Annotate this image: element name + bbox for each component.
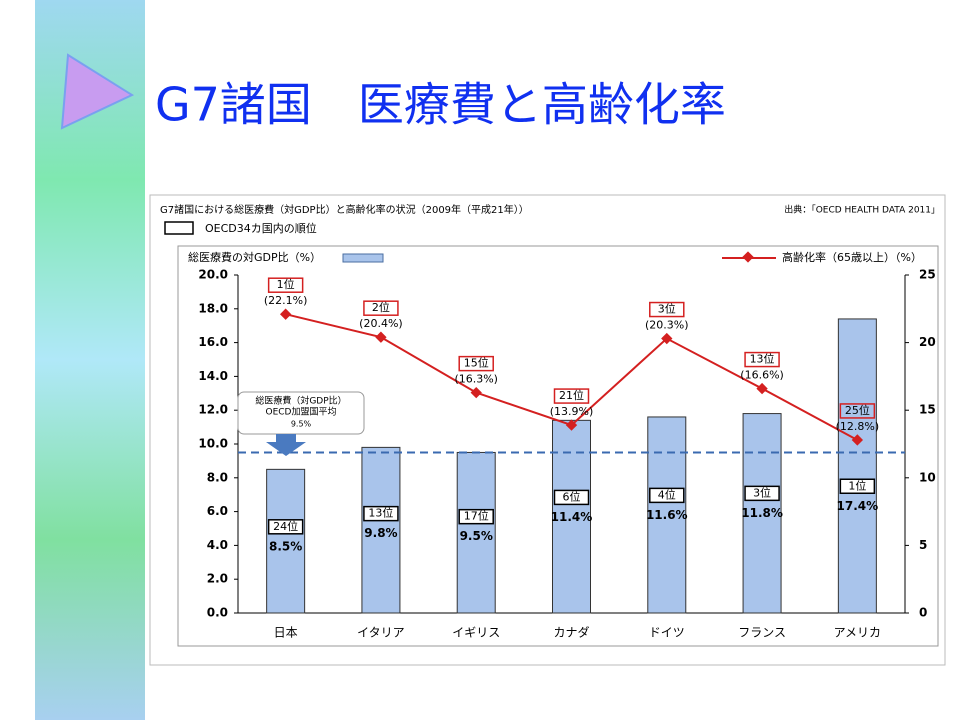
bar-rank: 3位: [753, 485, 771, 499]
bar-rank: 1位: [848, 478, 866, 492]
line-value-label: (16.3%): [454, 373, 498, 386]
bar-value-label: 8.5%: [269, 539, 302, 553]
bar-rank: 13位: [368, 506, 393, 520]
bar-rank: 17位: [464, 509, 489, 523]
line-marker: [565, 419, 578, 431]
rank-box: [744, 485, 780, 502]
line-marker: [279, 308, 292, 320]
legend-marker: [742, 251, 754, 263]
legend-label: 高齢化率（65歳以上）（%）: [782, 250, 922, 264]
bar-value-label: 11.8%: [741, 506, 783, 520]
bar: [837, 318, 877, 614]
rank-box: [553, 489, 590, 506]
line-value-label: (12.8%): [836, 420, 880, 433]
y-tick-label: 2.0: [207, 572, 228, 586]
x-tick-label: イギリス: [452, 626, 500, 640]
y-tick-label: 4.0: [207, 538, 228, 552]
rank-box: [839, 478, 876, 494]
x-tick-label: イタリア: [357, 626, 405, 640]
bar-rank: 4位: [658, 487, 676, 501]
y-tick-label: 20.0: [198, 268, 228, 282]
rank-legend-box: [164, 221, 194, 235]
line-marker: [661, 332, 673, 345]
line-marker: [756, 382, 768, 395]
rank-box: [649, 487, 685, 504]
line-marker: [851, 434, 864, 446]
rank-box: [363, 300, 399, 316]
rank-box: [267, 277, 304, 293]
x-tick-label: カナダ: [553, 625, 589, 640]
rank-legend: OECD34カ国内の順位: [205, 221, 317, 235]
line-rank: 2位: [372, 300, 390, 314]
line-marker: [375, 331, 387, 343]
y-tick-label: 0.0: [207, 606, 228, 620]
y-tick-label: 16.0: [198, 335, 228, 349]
bar-value-label: 9.8%: [364, 526, 397, 540]
rank-box: [458, 508, 494, 525]
y-tick-label: 8.0: [207, 470, 228, 484]
rank-box: [744, 351, 780, 368]
callout-box: [237, 391, 365, 435]
source: 出典：「OECD HEALTH DATA 2011」: [784, 204, 940, 216]
callout-text: OECD加盟国平均: [266, 406, 337, 418]
x-tick-label: 日本: [274, 626, 298, 640]
y2-tick-label: 5: [919, 538, 927, 552]
decor-strip: [35, 0, 145, 720]
bar: [361, 446, 401, 614]
bar: [647, 416, 687, 614]
y-tick-label: 6.0: [207, 504, 228, 518]
bar: [552, 419, 591, 614]
line-rank: 15位: [464, 356, 489, 370]
rank-box: [267, 519, 304, 535]
bar-value-label: 17.4%: [837, 499, 879, 513]
y-tick-label: 14.0: [198, 369, 228, 383]
y2-tick-label: 15: [919, 403, 936, 417]
callout-value: 9.5%: [291, 420, 312, 429]
callout-arrow: [266, 434, 306, 456]
line-rank: 13位: [750, 352, 775, 366]
bar-rank: 6位: [563, 489, 581, 503]
bar: [742, 413, 782, 614]
y2-tick-label: 20: [919, 335, 936, 349]
rank-box: [839, 403, 876, 419]
x-tick-label: アメリカ: [834, 626, 881, 640]
line-rank: 25位: [845, 403, 870, 417]
chart-title: G7諸国における総医療費（対GDP比）と高齢化率の状況（2009年（平成21年）…: [160, 203, 529, 216]
y-tick-label: 12.0: [198, 403, 228, 417]
line-value-label: (16.6%): [740, 369, 784, 382]
x-tick-label: ドイツ: [649, 626, 685, 640]
line-value-label: (13.9%): [550, 405, 594, 418]
bar-value-label: 11.6%: [646, 508, 688, 522]
y-tick-label: 10.0: [198, 437, 228, 451]
rank-box: [363, 505, 399, 522]
bar-rank: 24位: [273, 519, 298, 533]
bar-value-label: 11.4%: [551, 510, 593, 524]
y-tick-label: 18.0: [198, 301, 228, 315]
bar: [266, 468, 306, 614]
decor-arrow: [60, 53, 135, 130]
y2-tick-label: 10: [919, 470, 936, 484]
legend-swatch: [342, 253, 384, 263]
line-rank: 3位: [658, 302, 676, 316]
rank-box: [649, 301, 685, 318]
line-value-label: (20.4%): [359, 317, 403, 330]
line-rank: 21位: [559, 388, 584, 402]
x-tick-label: フランス: [738, 626, 786, 640]
rank-box: [458, 355, 494, 372]
callout-text: 総医療費（対GDP比）: [255, 395, 346, 407]
line-rank: 1位: [277, 277, 295, 291]
slide-title: G7諸国 医療費と高齢化率: [155, 78, 726, 132]
bar: [456, 451, 496, 614]
bar-value-label: 9.5%: [460, 529, 493, 543]
line-marker: [470, 386, 482, 399]
line-value-label: (20.3%): [645, 319, 689, 332]
y2-tick-label: 25: [919, 268, 936, 282]
legend-label: 総医療費の対GDP比（%）: [188, 250, 321, 264]
plot-frame: [177, 245, 939, 647]
line-value-label: (22.1%): [264, 294, 308, 307]
y2-tick-label: 0: [919, 606, 927, 620]
rank-box: [553, 388, 590, 404]
